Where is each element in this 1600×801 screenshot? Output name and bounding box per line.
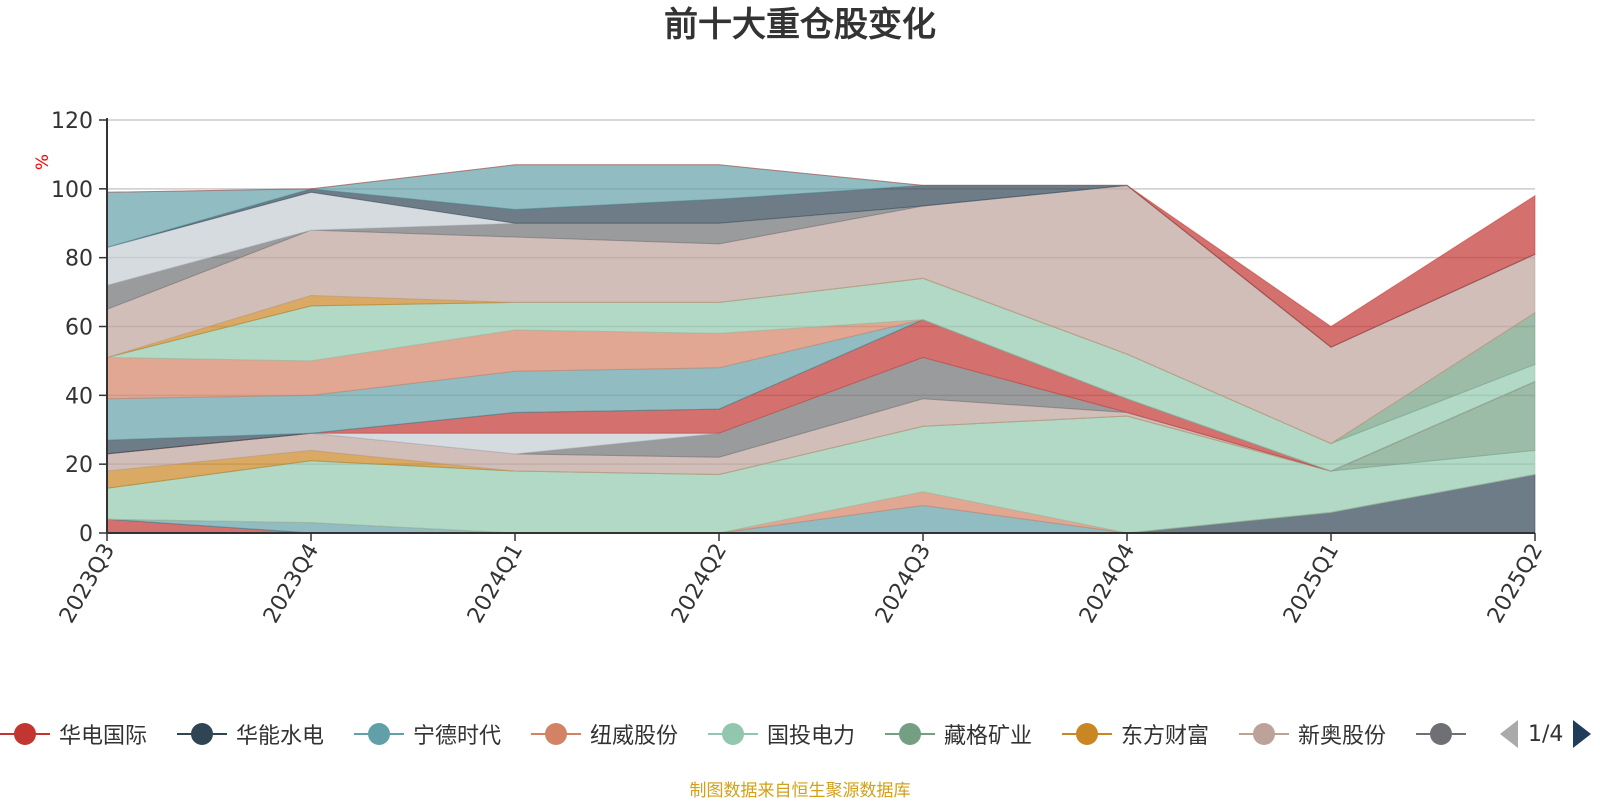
legend-label: 藏格矿业: [944, 724, 1033, 749]
y-tick-label: 100: [51, 178, 93, 203]
legend-marker-icon: [708, 716, 758, 752]
legend-label: 华电国际: [59, 724, 148, 749]
legend-item[interactable]: 宁德时代: [354, 716, 501, 752]
legend-item[interactable]: 藏格矿业: [885, 716, 1032, 752]
y-tick-label: 20: [65, 453, 93, 478]
legend-label: 国投电力: [767, 724, 856, 749]
x-tick-label: 2025Q2: [1483, 540, 1548, 628]
legend-dot: [1076, 723, 1098, 745]
legend-marker-icon: [1239, 716, 1289, 752]
legend: 华电国际 华能水电 宁德时代 纽威股份 国投电力 藏格矿业 东方财富 新奥股份: [0, 716, 1600, 756]
source-note: 制图数据来自恒生聚源数据库: [689, 781, 911, 801]
y-tick-label: 0: [79, 522, 93, 547]
legend-dot: [1430, 723, 1452, 745]
legend-dot: [368, 723, 390, 745]
legend-label: 纽威股份: [590, 724, 679, 749]
legend-item[interactable]: 纽威股份: [531, 716, 678, 752]
legend-item[interactable]: [1416, 716, 1468, 752]
legend-marker-icon: [0, 716, 50, 752]
x-tick-label: 2025Q1: [1279, 540, 1344, 628]
legend-label: 新奥股份: [1298, 724, 1387, 749]
legend-item[interactable]: 国投电力: [708, 716, 855, 752]
x-tick-label: 2023Q4: [259, 540, 324, 628]
legend-label: 华能水电: [236, 724, 325, 749]
legend-dot: [722, 723, 744, 745]
legend-dot: [1253, 723, 1275, 745]
area-series-22: [106, 164, 1536, 348]
area-layer: [106, 164, 1536, 534]
y-tick-label: 120: [51, 109, 93, 134]
y-tick-label: 40: [65, 384, 93, 409]
legend-marker-icon: [531, 716, 581, 752]
chart-title: 前十大重仓股变化: [664, 5, 936, 45]
chart-plot: 0 20 40 60 80 100 120 2023Q3 2023Q4 2024Q1 2024Q2 2…: [33, 109, 1548, 628]
x-tick-label: 2024Q4: [1075, 540, 1140, 628]
x-tick-label: 2024Q3: [871, 540, 936, 628]
y-tick-label: 80: [65, 247, 93, 272]
legend-items-viewport: 华电国际 华能水电 宁德时代 纽威股份 国投电力 藏格矿业 东方财富 新奥股份: [0, 716, 1468, 756]
y-tick-label: 60: [65, 316, 93, 341]
legend-page-indicator: 1/4: [1528, 721, 1564, 747]
legend-item[interactable]: 华能水电: [177, 716, 324, 752]
x-tick-label: 2024Q2: [667, 540, 732, 628]
legend-marker-icon: [354, 716, 404, 752]
legend-item[interactable]: 华电国际: [0, 716, 147, 752]
y-axis-unit-label: %: [33, 154, 53, 170]
legend-marker-icon: [1062, 716, 1112, 752]
legend-marker-icon: [1416, 716, 1466, 752]
legend-dot: [899, 723, 921, 745]
legend-item[interactable]: 新奥股份: [1239, 716, 1386, 752]
legend-item[interactable]: 东方财富: [1062, 716, 1209, 752]
legend-marker-icon: [177, 716, 227, 752]
legend-prev-page-icon[interactable]: [1500, 720, 1518, 748]
legend-dot: [545, 723, 567, 745]
legend-dot: [14, 723, 36, 745]
legend-label: 东方财富: [1121, 724, 1210, 749]
legend-marker-icon: [885, 716, 935, 752]
legend-pager: 1/4: [1500, 716, 1592, 752]
legend-label: 宁德时代: [413, 724, 502, 749]
x-tick-label: 2024Q1: [463, 540, 528, 628]
x-tick-label: 2023Q3: [55, 540, 120, 628]
legend-next-page-icon[interactable]: [1573, 720, 1592, 748]
legend-dot: [191, 723, 213, 745]
